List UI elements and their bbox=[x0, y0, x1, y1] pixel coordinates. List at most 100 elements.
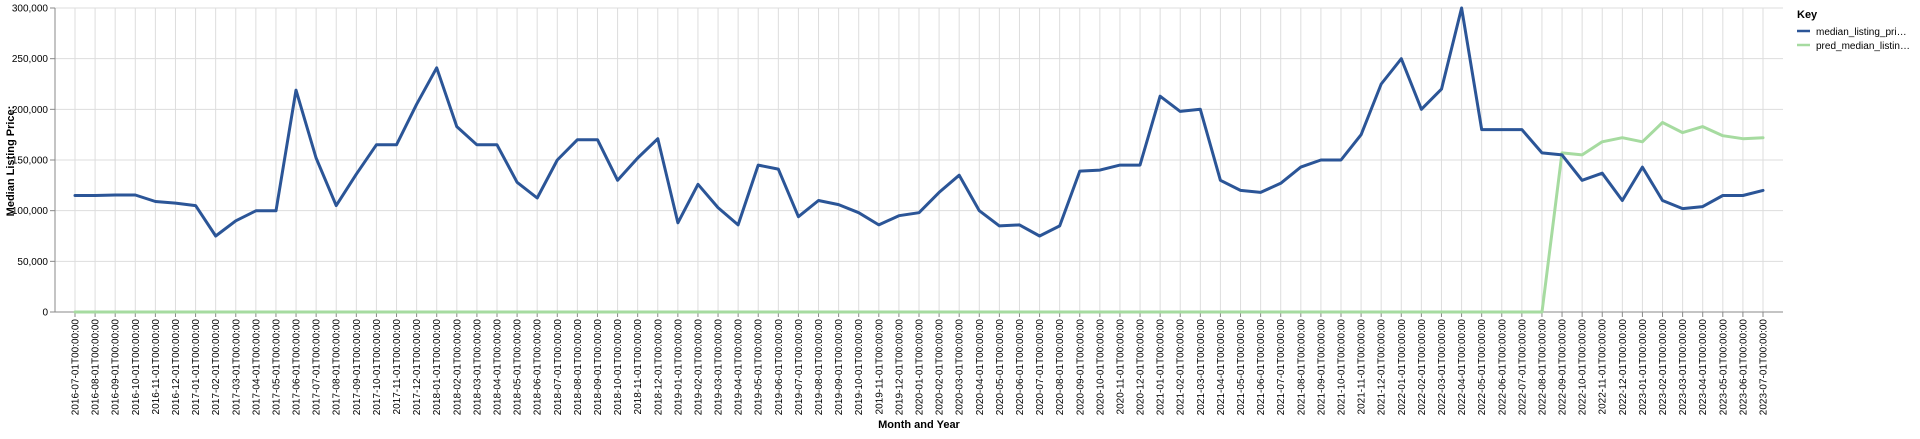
x-tick-label: 2023-06-01T00:00:00 bbox=[1738, 319, 1749, 416]
x-tick-label: 2016-07-01T00:00:00 bbox=[71, 319, 82, 416]
x-tick-label: 2021-08-01T00:00:00 bbox=[1296, 319, 1307, 416]
x-tick-label: 2016-12-01T00:00:00 bbox=[171, 319, 182, 416]
x-tick-label: 2016-10-01T00:00:00 bbox=[131, 319, 142, 416]
x-tick-label: 2018-02-01T00:00:00 bbox=[452, 319, 463, 416]
x-tick-label: 2020-09-01T00:00:00 bbox=[1075, 319, 1086, 416]
y-tick-label: 200,000 bbox=[12, 105, 49, 116]
x-tick-label: 2022-05-01T00:00:00 bbox=[1477, 319, 1488, 416]
x-tick-label: 2017-01-01T00:00:00 bbox=[191, 319, 202, 416]
x-tick-label: 2018-07-01T00:00:00 bbox=[553, 319, 564, 416]
x-tick-label: 2017-07-01T00:00:00 bbox=[312, 319, 323, 416]
x-tick-label: 2022-06-01T00:00:00 bbox=[1497, 319, 1508, 416]
x-tick-label: 2017-10-01T00:00:00 bbox=[372, 319, 383, 416]
x-tick-label: 2019-09-01T00:00:00 bbox=[834, 319, 845, 416]
y-tick-label: 250,000 bbox=[12, 54, 49, 65]
x-tick-label: 2023-05-01T00:00:00 bbox=[1718, 319, 1729, 416]
x-tick-label: 2017-09-01T00:00:00 bbox=[352, 319, 363, 416]
x-tick-label: 2019-06-01T00:00:00 bbox=[774, 319, 785, 416]
x-tick-label: 2018-06-01T00:00:00 bbox=[533, 319, 544, 416]
x-tick-label: 2020-12-01T00:00:00 bbox=[1136, 319, 1147, 416]
x-tick-label: 2019-01-01T00:00:00 bbox=[673, 319, 684, 416]
legend-label-median: median_listing_pri… bbox=[1816, 27, 1907, 38]
x-tick-label: 2018-01-01T00:00:00 bbox=[432, 319, 443, 416]
x-tick-label: 2018-05-01T00:00:00 bbox=[513, 319, 524, 416]
axes: 0 50,000 100,000 150,000 200,000 250,000 300,0… bbox=[12, 4, 1783, 416]
x-tick-label: 2021-10-01T00:00:00 bbox=[1337, 319, 1348, 416]
x-tick-label: 2022-07-01T00:00:00 bbox=[1517, 319, 1528, 416]
legend: Key median_listing_pri… pred_median_list… bbox=[1797, 9, 1910, 52]
x-tick-label: 2018-03-01T00:00:00 bbox=[472, 319, 483, 416]
x-tick-label: 2019-05-01T00:00:00 bbox=[754, 319, 765, 416]
x-tick-label: 2017-11-01T00:00:00 bbox=[392, 319, 403, 415]
x-tick-label: 2023-03-01T00:00:00 bbox=[1678, 319, 1689, 416]
y-tick-label: 300,000 bbox=[12, 4, 49, 15]
x-tick-label: 2017-02-01T00:00:00 bbox=[211, 319, 222, 416]
x-tick-label: 2019-04-01T00:00:00 bbox=[734, 319, 745, 416]
x-axis-title: Month and Year bbox=[878, 419, 960, 431]
x-tick-label: 2018-04-01T00:00:00 bbox=[493, 319, 504, 416]
x-tick-label: 2018-09-01T00:00:00 bbox=[593, 319, 604, 416]
y-tick-label: 0 bbox=[42, 308, 48, 319]
x-tick-label: 2021-09-01T00:00:00 bbox=[1316, 319, 1327, 416]
x-tick-label: 2017-12-01T00:00:00 bbox=[412, 319, 423, 416]
x-tick-label: 2021-11-01T00:00:00 bbox=[1357, 319, 1368, 415]
x-tick-label: 2020-06-01T00:00:00 bbox=[1015, 319, 1026, 416]
x-tick-label: 2020-02-01T00:00:00 bbox=[935, 319, 946, 416]
x-tick-label: 2019-02-01T00:00:00 bbox=[693, 319, 704, 416]
x-tick-label: 2022-04-01T00:00:00 bbox=[1457, 319, 1468, 416]
x-tick-label: 2021-02-01T00:00:00 bbox=[1176, 319, 1187, 416]
x-tick-label: 2021-12-01T00:00:00 bbox=[1377, 319, 1388, 416]
x-tick-label: 2023-07-01T00:00:00 bbox=[1759, 319, 1770, 416]
x-tick-label: 2019-11-01T00:00:00 bbox=[874, 319, 885, 415]
x-tick-label: 2017-05-01T00:00:00 bbox=[271, 319, 282, 416]
x-tick-label: 2022-10-01T00:00:00 bbox=[1578, 319, 1589, 416]
x-tick-label: 2016-11-01T00:00:00 bbox=[151, 319, 162, 415]
x-tick-label: 2020-05-01T00:00:00 bbox=[995, 319, 1006, 416]
x-tick-label: 2020-04-01T00:00:00 bbox=[975, 319, 986, 416]
y-axis-title: Median Listing Price: bbox=[5, 106, 17, 217]
x-tick-label: 2023-04-01T00:00:00 bbox=[1698, 319, 1709, 416]
x-tick-label: 2017-08-01T00:00:00 bbox=[332, 319, 343, 416]
x-tick-label: 2021-06-01T00:00:00 bbox=[1256, 319, 1267, 416]
series-lines bbox=[73, 6, 1765, 314]
x-tick-label: 2022-08-01T00:00:00 bbox=[1537, 319, 1548, 416]
x-tick-label: 2020-07-01T00:00:00 bbox=[1035, 319, 1046, 416]
pred-median-listing-price-line bbox=[73, 121, 1765, 314]
x-tick-label: 2021-01-01T00:00:00 bbox=[1156, 319, 1167, 416]
y-tick-label: 150,000 bbox=[12, 156, 49, 167]
y-tick-label: 50,000 bbox=[17, 257, 48, 268]
x-tick-label: 2019-08-01T00:00:00 bbox=[814, 319, 825, 416]
x-tick-label: 2022-01-01T00:00:00 bbox=[1397, 319, 1408, 416]
x-tick-label: 2022-12-01T00:00:00 bbox=[1618, 319, 1629, 416]
x-tick-label: 2022-03-01T00:00:00 bbox=[1437, 319, 1448, 416]
x-tick-label: 2020-03-01T00:00:00 bbox=[955, 319, 966, 416]
x-tick-label: 2023-02-01T00:00:00 bbox=[1658, 319, 1669, 416]
x-tick-label: 2018-12-01T00:00:00 bbox=[653, 319, 664, 416]
x-tick-label: 2016-08-01T00:00:00 bbox=[91, 319, 102, 416]
x-tick-label: 2017-06-01T00:00:00 bbox=[292, 319, 303, 416]
x-tick-label: 2019-07-01T00:00:00 bbox=[794, 319, 805, 416]
x-tick-label: 2018-08-01T00:00:00 bbox=[573, 319, 584, 416]
x-tick-label: 2018-10-01T00:00:00 bbox=[613, 319, 624, 416]
x-tick-label: 2021-03-01T00:00:00 bbox=[1196, 319, 1207, 416]
x-tick-label: 2022-09-01T00:00:00 bbox=[1558, 319, 1569, 416]
x-tick-label: 2021-05-01T00:00:00 bbox=[1236, 319, 1247, 416]
x-tick-label: 2019-10-01T00:00:00 bbox=[854, 319, 865, 416]
x-tick-label: 2020-10-01T00:00:00 bbox=[1095, 319, 1106, 416]
median-listing-price-line bbox=[73, 6, 1765, 238]
x-tick-label: 2023-01-01T00:00:00 bbox=[1638, 319, 1649, 416]
legend-title: Key bbox=[1797, 9, 1818, 21]
x-tick-label: 2019-03-01T00:00:00 bbox=[714, 319, 725, 416]
x-tick-label: 2018-11-01T00:00:00 bbox=[633, 319, 644, 415]
x-tick-label: 2021-04-01T00:00:00 bbox=[1216, 319, 1227, 416]
y-tick-label: 100,000 bbox=[12, 206, 49, 217]
x-tick-label: 2022-11-01T00:00:00 bbox=[1598, 319, 1609, 415]
x-tick-label: 2017-03-01T00:00:00 bbox=[231, 319, 242, 416]
x-tick-label: 2020-01-01T00:00:00 bbox=[915, 319, 926, 416]
gridlines bbox=[55, 7, 1783, 313]
x-tick-label: 2016-09-01T00:00:00 bbox=[111, 319, 122, 416]
x-tick-label: 2017-04-01T00:00:00 bbox=[251, 319, 262, 416]
x-tick-label: 2019-12-01T00:00:00 bbox=[894, 319, 905, 416]
